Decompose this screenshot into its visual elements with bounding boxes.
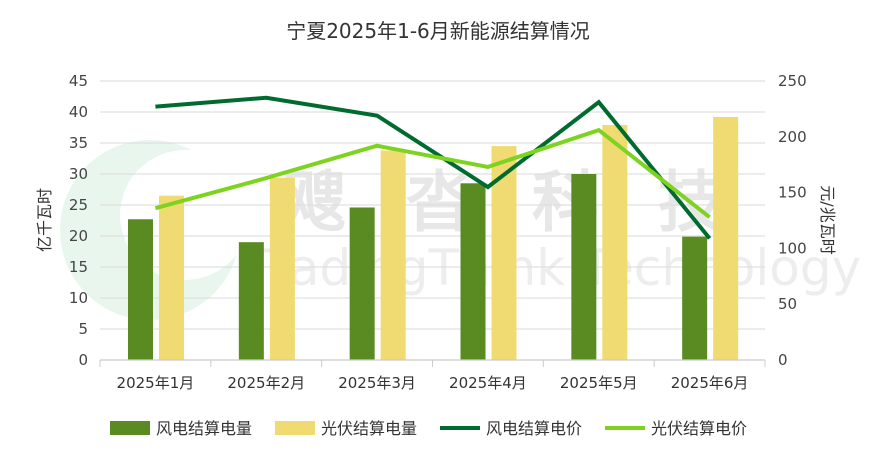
bar-风电结算电量 — [682, 236, 708, 360]
x-tick-label: 2025年2月 — [227, 374, 305, 392]
bar-风电结算电量 — [238, 242, 264, 360]
y2-tick-label: 200 — [778, 128, 807, 146]
y2-tick-label: 0 — [778, 351, 788, 369]
y-tick-label: 40 — [69, 103, 88, 121]
y2-tick-label: 50 — [778, 295, 797, 313]
x-tick-label: 2025年5月 — [560, 374, 638, 392]
legend-swatch — [110, 421, 150, 435]
y-tick-label: 45 — [69, 72, 88, 90]
y-tick-label: 20 — [69, 227, 88, 245]
legend-swatch — [275, 421, 315, 435]
y-tick-label: 15 — [69, 258, 88, 276]
y2-tick-label: 250 — [778, 72, 807, 90]
watermark-en: TradingThink Technology — [244, 239, 861, 297]
bar-光伏结算电量 — [602, 125, 628, 361]
bar-风电结算电量 — [571, 174, 597, 360]
bar-光伏结算电量 — [269, 177, 295, 360]
y2-tick-label: 100 — [778, 239, 807, 257]
legend-label: 风电结算电量 — [156, 419, 252, 438]
line-光伏结算电价 — [154, 127, 711, 219]
bar-风电结算电量 — [128, 219, 153, 360]
y-tick-label: 35 — [69, 134, 88, 152]
bar-风电结算电量 — [460, 183, 486, 360]
legend-label: 光伏结算电价 — [651, 419, 747, 438]
y-tick-label: 5 — [78, 320, 88, 338]
bar-光伏结算电量 — [491, 146, 517, 360]
bar-光伏结算电量 — [159, 195, 184, 360]
legend-label: 光伏结算电量 — [321, 419, 417, 438]
x-tick-label: 2025年1月 — [117, 374, 195, 392]
y-tick-label: 10 — [69, 289, 88, 307]
x-tick-label: 2025年4月 — [449, 374, 527, 392]
y-tick-label: 25 — [69, 196, 88, 214]
line-风电结算电价 — [155, 95, 712, 240]
x-tick-label: 2025年6月 — [671, 374, 749, 392]
legend-label: 风电结算电价 — [486, 419, 582, 438]
x-tick-label: 2025年3月 — [338, 374, 416, 392]
bar-光伏结算电量 — [713, 116, 739, 361]
y-tick-label: 0 — [78, 351, 88, 369]
y-tick-label: 30 — [69, 165, 88, 183]
y2-axis-label: 元/兆瓦时 — [818, 185, 837, 254]
y-axis-label: 亿千瓦时 — [35, 188, 54, 252]
y2-tick-label: 150 — [778, 184, 807, 202]
bar-光伏结算电量 — [380, 150, 406, 360]
bar-风电结算电量 — [349, 207, 375, 360]
chart-title: 宁夏2025年1-6月新能源结算情况 — [286, 19, 590, 43]
